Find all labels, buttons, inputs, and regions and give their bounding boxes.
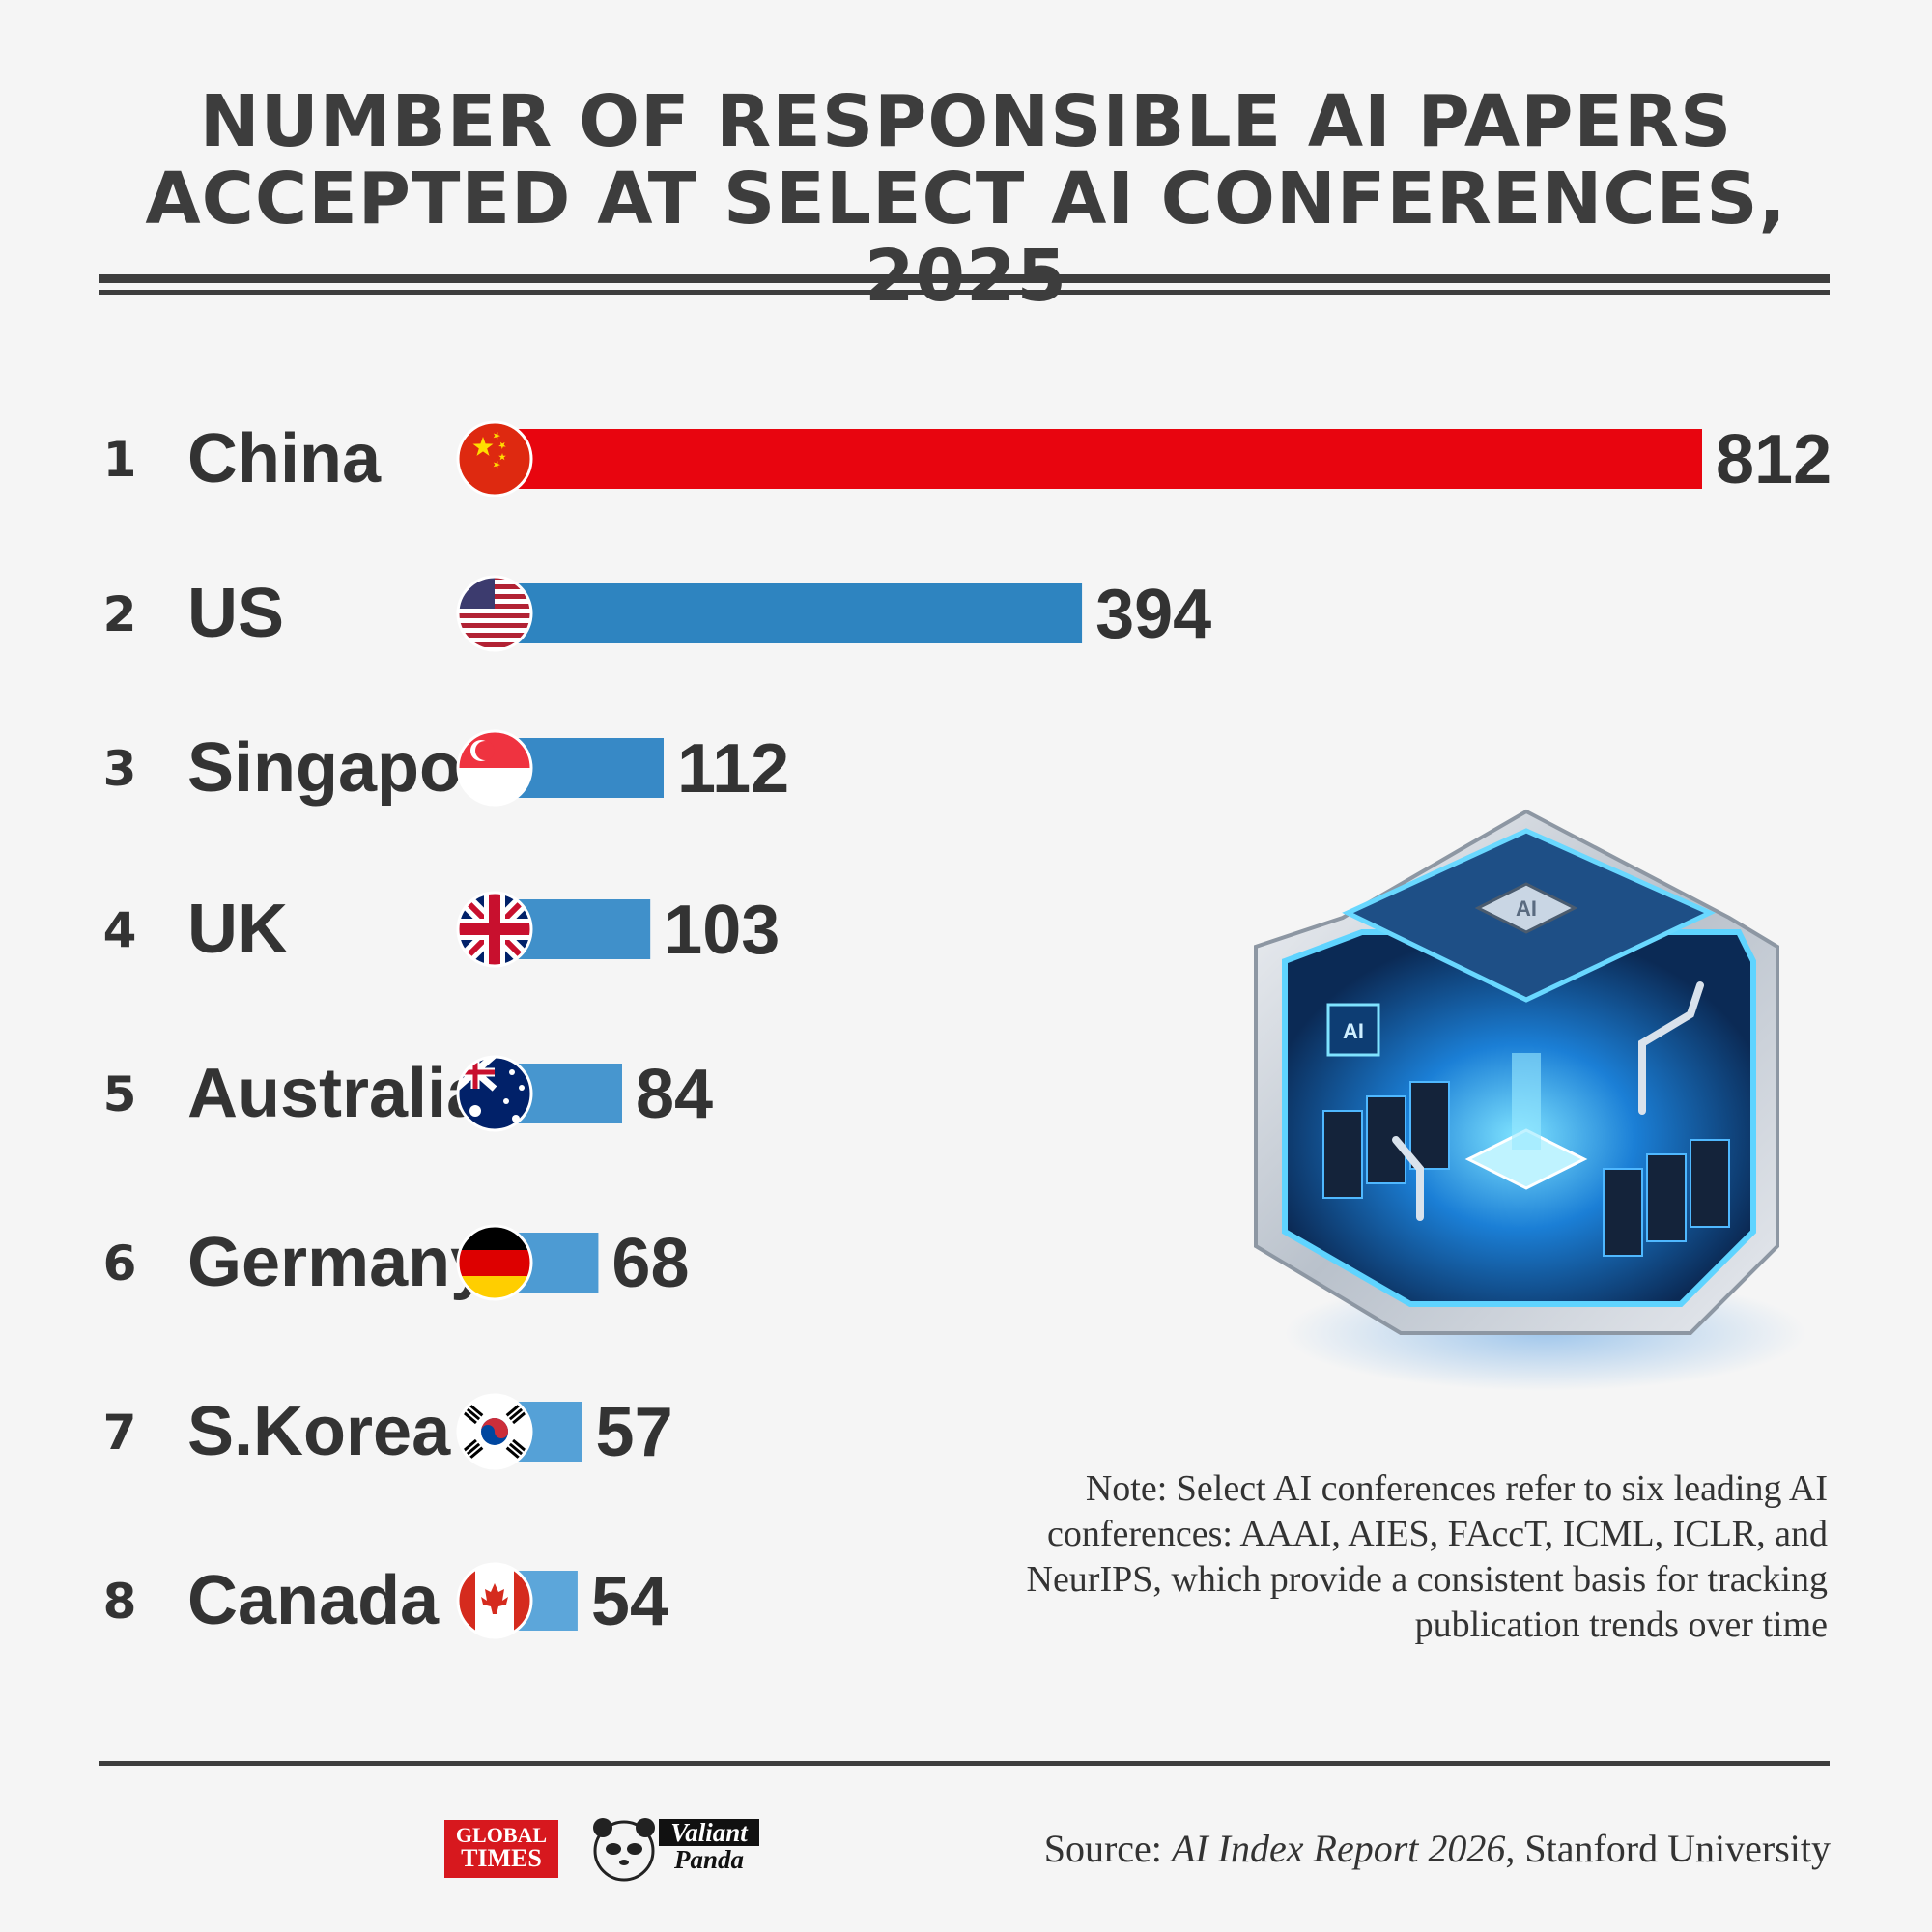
value-label: 394 (1095, 576, 1211, 653)
rank-label: 6 (103, 1236, 137, 1292)
value-label: 68 (611, 1225, 689, 1302)
rank-label: 4 (103, 902, 137, 958)
title-rule-thin (99, 290, 1830, 295)
footer-rule (99, 1761, 1830, 1766)
value-label: 84 (636, 1056, 713, 1133)
panda-wordmark-line-2: Panda (673, 1845, 744, 1874)
south-korea-flag-icon (456, 1393, 533, 1470)
robot-arm-icons (1392, 981, 1704, 1221)
source-prefix: Source: (1043, 1827, 1172, 1870)
rank-label: 7 (103, 1405, 137, 1461)
title-line-1: NUMBER OF RESPONSIBLE AI PAPERS (199, 80, 1733, 163)
source-report-title: AI Index Report 2026 (1171, 1827, 1506, 1870)
us-flag-icon (456, 575, 533, 652)
rank-label: 1 (103, 432, 137, 488)
svg-text:AI: AI (1516, 896, 1537, 921)
country-label: S.Korea (187, 1393, 451, 1470)
bar (497, 429, 1702, 489)
country-label: US (187, 575, 284, 652)
valiant-panda-wordmark: Valiant Panda (659, 1819, 759, 1873)
australia-flag-icon (456, 1055, 533, 1132)
title-line-2: ACCEPTED AT SELECT AI CONFERENCES, 2025 (145, 157, 1787, 318)
server-racks (1322, 1081, 1730, 1257)
value-label: 812 (1716, 421, 1832, 498)
rank-label: 8 (103, 1574, 137, 1630)
rank-label: 3 (103, 741, 137, 797)
value-label: 57 (596, 1394, 673, 1471)
rank-label: 5 (103, 1066, 137, 1122)
singapore-flag-icon (456, 729, 533, 807)
global-times-logo-line-2: TIMES (461, 1844, 542, 1872)
value-label: 54 (591, 1563, 668, 1640)
global-times-logo: GLOBAL TIMES (444, 1820, 558, 1878)
source-credit: Source: AI Index Report 2026, Stanford U… (927, 1826, 1831, 1871)
footnote: Note: Select AI conferences refer to six… (1026, 1468, 1829, 1645)
country-label: UK (187, 891, 288, 968)
central-chip-core (1464, 1053, 1588, 1190)
side-chip-icon: AI (1326, 1003, 1380, 1057)
top-chip-icon: AI (1474, 882, 1578, 934)
rank-label: 2 (103, 586, 137, 642)
value-label: 103 (664, 892, 780, 969)
chart-title: NUMBER OF RESPONSIBLE AI PAPERS ACCEPTED… (97, 83, 1835, 315)
panda-wordmark-line-1: Valiant (659, 1819, 759, 1846)
panda-face-icon (593, 1820, 655, 1882)
country-label: China (187, 420, 382, 497)
bar (497, 583, 1083, 643)
country-label: Canada (187, 1562, 440, 1639)
china-flag-icon (456, 420, 533, 497)
valiant-panda-logo (593, 1818, 655, 1882)
value-label: 112 (677, 730, 789, 808)
source-suffix: , Stanford University (1505, 1827, 1831, 1870)
ai-chip-cube-illustration: AI AI (1254, 809, 1806, 1391)
canada-flag-icon (456, 1562, 533, 1639)
global-times-logo-line-1: GLOBAL (455, 1823, 548, 1847)
country-label: Australia (187, 1055, 486, 1132)
country-label: Germany (187, 1224, 489, 1301)
title-rule-thick (99, 274, 1830, 283)
svg-text:AI: AI (1343, 1019, 1364, 1043)
uk-flag-icon (456, 891, 533, 968)
